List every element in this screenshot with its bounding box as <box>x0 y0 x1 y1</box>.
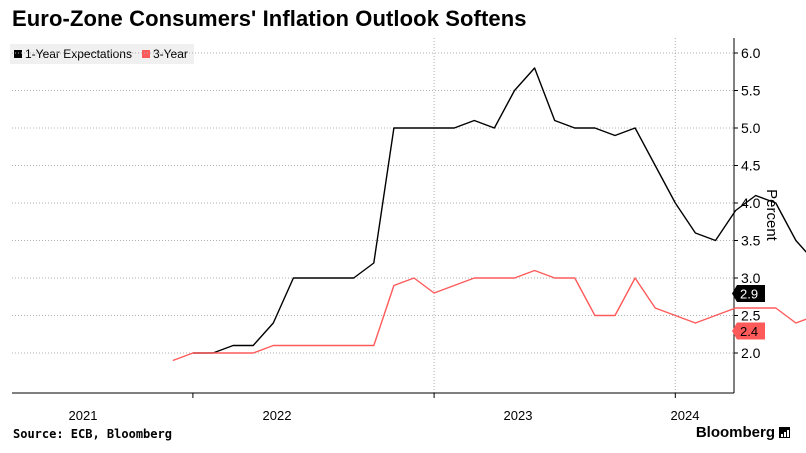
legend: 1-Year Expectations 3-Year <box>10 44 194 64</box>
y-tick-label: 4.5 <box>741 158 761 174</box>
y-tick-label: 5.0 <box>741 120 761 136</box>
source-note: Source: ECB, Bloomberg <box>13 427 172 441</box>
y-axis-label: Percent <box>763 189 780 242</box>
chart-title: Euro-Zone Consumers' Inflation Outlook S… <box>12 6 527 31</box>
x-tick-label: 2021 <box>69 408 98 423</box>
series-line-3y <box>172 269 806 362</box>
legend-swatch-1y <box>14 50 22 58</box>
x-tick-label: 2024 <box>671 408 700 423</box>
y-tick-label: 3.0 <box>741 270 761 286</box>
last-value-label: 2.9 <box>740 287 758 302</box>
legend-swatch-3y <box>141 50 150 58</box>
bar-chart-icon <box>779 427 790 438</box>
x-tick-label: 2023 <box>504 408 533 423</box>
legend-item-1y: 1-Year Expectations <box>14 47 132 61</box>
y-tick-label: 3.5 <box>741 233 761 249</box>
last-value-label: 2.4 <box>740 324 758 339</box>
last-value-tag <box>732 322 765 340</box>
legend-item-3y: 3-Year <box>141 47 188 61</box>
legend-label-3y: 3-Year <box>152 47 188 61</box>
y-tick-label: 2.5 <box>741 308 761 324</box>
last-value-tag <box>732 285 765 302</box>
y-tick-label: 2.0 <box>741 345 761 361</box>
y-tick-label: 5.5 <box>741 83 761 99</box>
series-line-1y <box>192 67 806 354</box>
y-tick-label: 4.0 <box>741 195 761 211</box>
legend-label-1y: 1-Year Expectations <box>25 47 132 61</box>
brand-label: Bloomberg <box>695 424 775 441</box>
x-tick-label: 2022 <box>263 408 292 423</box>
bloomberg-logo: Bloomberg <box>696 424 790 441</box>
y-tick-label: 6.0 <box>741 45 761 61</box>
